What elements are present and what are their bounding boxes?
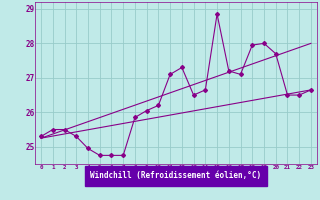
X-axis label: Windchill (Refroidissement éolien,°C): Windchill (Refroidissement éolien,°C) xyxy=(91,171,261,180)
